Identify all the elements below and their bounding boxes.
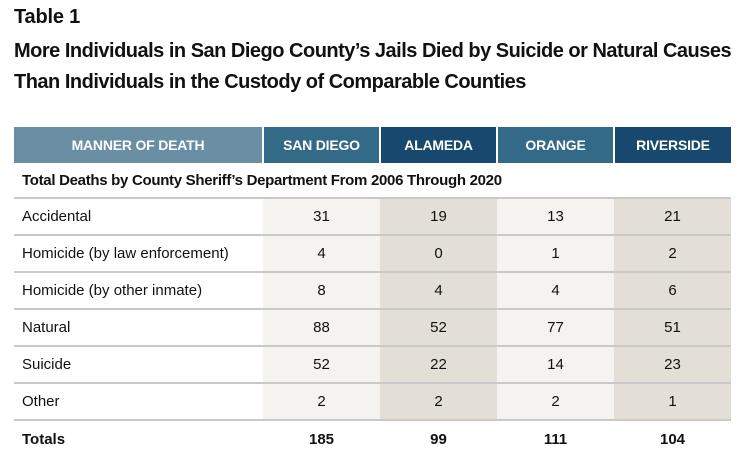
row-label: Natural <box>14 308 263 346</box>
cell-riverside: 2 <box>614 234 731 272</box>
cell-alameda: 2 <box>380 382 497 420</box>
cell-orange: 1 <box>497 234 614 272</box>
cell-san-diego: 88 <box>263 308 380 346</box>
header-orange: ORANGE <box>496 127 614 163</box>
table-row: Homicide (by other inmate) 8 4 4 6 <box>14 271 731 309</box>
total-san-diego: 185 <box>263 419 380 457</box>
cell-alameda: 19 <box>380 197 497 235</box>
deaths-table: MANNER OF DEATH SAN DIEGO ALAMEDA ORANGE… <box>14 127 731 457</box>
table-label: Table 1 <box>14 6 81 28</box>
header-riverside: RIVERSIDE <box>613 127 731 163</box>
header-manner-of-death: MANNER OF DEATH <box>14 127 263 163</box>
header-alameda: ALAMEDA <box>379 127 497 163</box>
table-title: More Individuals in San Diego County’s J… <box>14 40 732 93</box>
table-row: Natural 88 52 77 51 <box>14 308 731 346</box>
row-label: Other <box>14 382 263 420</box>
table-row: Accidental 31 19 13 21 <box>14 197 731 235</box>
cell-orange: 4 <box>497 271 614 309</box>
cell-san-diego: 52 <box>263 345 380 383</box>
cell-alameda: 0 <box>380 234 497 272</box>
totals-label: Totals <box>14 419 263 457</box>
table-subtitle: Total Deaths by County Sheriff’s Departm… <box>14 163 731 198</box>
cell-orange: 13 <box>497 197 614 235</box>
table-row: Other 2 2 2 1 <box>14 382 731 420</box>
table-row: Homicide (by law enforcement) 4 0 1 2 <box>14 234 731 272</box>
row-label: Accidental <box>14 197 263 235</box>
cell-alameda: 22 <box>380 345 497 383</box>
cell-san-diego: 2 <box>263 382 380 420</box>
row-label: Suicide <box>14 345 263 383</box>
total-riverside: 104 <box>614 419 731 457</box>
total-alameda: 99 <box>380 419 497 457</box>
cell-san-diego: 8 <box>263 271 380 309</box>
subtitle-row: Total Deaths by County Sheriff’s Departm… <box>14 163 731 198</box>
cell-riverside: 23 <box>614 345 731 383</box>
header-san-diego: SAN DIEGO <box>262 127 380 163</box>
cell-riverside: 6 <box>614 271 731 309</box>
cell-riverside: 21 <box>614 197 731 235</box>
totals-row: Totals 185 99 111 104 <box>14 419 731 457</box>
header-row: MANNER OF DEATH SAN DIEGO ALAMEDA ORANGE… <box>14 127 731 163</box>
row-label: Homicide (by other inmate) <box>14 271 263 309</box>
table-row: Suicide 52 22 14 23 <box>14 345 731 383</box>
cell-orange: 2 <box>497 382 614 420</box>
total-orange: 111 <box>497 419 614 457</box>
cell-alameda: 4 <box>380 271 497 309</box>
cell-san-diego: 31 <box>263 197 380 235</box>
cell-alameda: 52 <box>380 308 497 346</box>
cell-riverside: 1 <box>614 382 731 420</box>
row-label: Homicide (by law enforcement) <box>14 234 263 272</box>
cell-orange: 77 <box>497 308 614 346</box>
cell-san-diego: 4 <box>263 234 380 272</box>
cell-riverside: 51 <box>614 308 731 346</box>
cell-orange: 14 <box>497 345 614 383</box>
